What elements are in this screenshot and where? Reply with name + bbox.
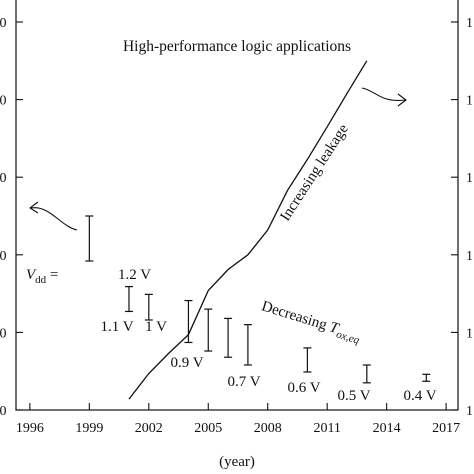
right-y-tick-label: 1	[466, 94, 473, 109]
plot-frame	[15, 0, 459, 411]
x-axis-label: (year)	[219, 454, 255, 470]
tox-label: Decreasing Tox,eq	[259, 298, 364, 346]
left-y-tick-label: 0	[0, 326, 7, 341]
right-y-tick-label: 1	[466, 404, 473, 419]
left-arrow-head	[29, 201, 39, 214]
vdd-value-label: 1.1 V	[100, 319, 133, 335]
x-tick-label: 1996	[16, 421, 44, 436]
chart-title: High-performance logic applications	[123, 38, 351, 55]
vdd-value-label: 0.7 V	[227, 374, 260, 390]
x-tick-label: 2011	[313, 421, 340, 436]
vdd-value-label: 1.2 V	[118, 267, 151, 283]
vdd-prefix-label: Vdd =	[26, 267, 58, 286]
x-tick-label: 2014	[373, 421, 401, 436]
right-arrow-curve	[361, 87, 406, 101]
left-y-tick-label: 0	[0, 404, 7, 419]
axes: 1996 1999 2002 2005 2008 2011 2014 2017 0 0 0 0 0 0 1 1…	[0, 0, 473, 436]
x-tick-label: 2008	[254, 421, 282, 436]
vdd-value-label: 0.4 V	[403, 388, 436, 404]
vdd-value-label: 0.5 V	[337, 388, 370, 404]
left-y-tick-label: 0	[0, 171, 7, 186]
vdd-value-label: 0.6 V	[287, 380, 320, 396]
left-y-tick-label: 0	[0, 16, 7, 31]
leakage-line	[128, 60, 368, 400]
vdd-value-label: 0.9 V	[170, 355, 203, 371]
left-arrow-curve	[30, 207, 78, 231]
x-tick-label: 2005	[194, 421, 222, 436]
left-y-tick-label: 0	[0, 249, 7, 264]
vdd-value-label: 1 V	[145, 319, 167, 335]
leakage-series	[128, 60, 368, 400]
left-y-tick-label: 0	[0, 94, 7, 109]
right-y-tick-label: 1	[466, 171, 473, 186]
right-y-tick-label: 1	[466, 16, 473, 31]
right-y-tick-label: 1	[466, 249, 473, 264]
x-tick-label: 2017	[432, 421, 460, 436]
x-tick-label: 1999	[75, 421, 103, 436]
leakage-label: Increasing leakage	[277, 121, 352, 224]
vdd-ranges: 1.2 V 1.1 V 1 V 0.9 V 0.7 V 0.6 V 0.5 V 0.4 V	[85, 215, 437, 404]
right-y-tick-label: 1	[466, 326, 473, 341]
right-arrow-head	[397, 93, 407, 107]
x-tick-label: 2002	[135, 421, 163, 436]
